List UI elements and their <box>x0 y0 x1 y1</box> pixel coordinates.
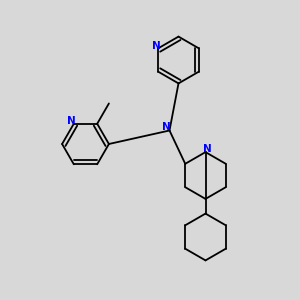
Text: N: N <box>67 116 76 126</box>
Text: N: N <box>161 122 170 133</box>
Text: N: N <box>152 41 161 51</box>
Text: N: N <box>202 144 211 154</box>
